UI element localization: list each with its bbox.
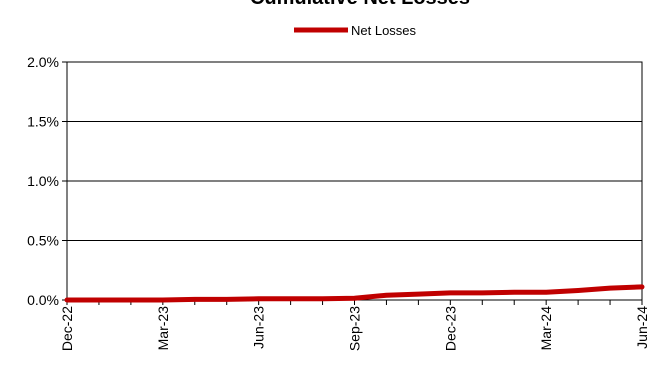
- x-tick-label: Dec-23: [442, 306, 458, 351]
- gridlines: [67, 121, 642, 241]
- y-tick-label: 0.0%: [27, 292, 59, 308]
- y-tick-label: 1.0%: [27, 173, 59, 189]
- x-tick-label: Dec-22: [59, 306, 75, 351]
- x-tick-label: Jun-23: [251, 306, 267, 349]
- y-tick-label: 1.5%: [27, 114, 59, 130]
- x-axis-ticks: Dec-22 Mar-23 Jun-23 Sep-23 Dec-23 Mar-24 Jun-…: [59, 300, 650, 351]
- legend-label-net-losses: Net Losses: [351, 23, 417, 38]
- x-tick-label: Jun-24: [634, 306, 650, 349]
- x-tick-label: Mar-24: [538, 306, 554, 351]
- x-tick-label: Sep-23: [347, 306, 363, 351]
- series-line-net-losses: [64, 284, 645, 303]
- y-tick-label: 2.0%: [27, 54, 59, 70]
- x-tick-label: Mar-23: [155, 306, 171, 351]
- chart-title: Cumulative Net Losses: [250, 0, 470, 9]
- y-tick-label: 0.5%: [27, 233, 59, 249]
- legend: Net Losses: [294, 23, 417, 38]
- plot-area: 0.0% 0.5% 1.0% 1.5% 2.0% Dec-22 Mar-23 Jun-23 S…: [27, 54, 650, 351]
- y-axis-ticks: 0.0% 0.5% 1.0% 1.5% 2.0%: [27, 54, 67, 308]
